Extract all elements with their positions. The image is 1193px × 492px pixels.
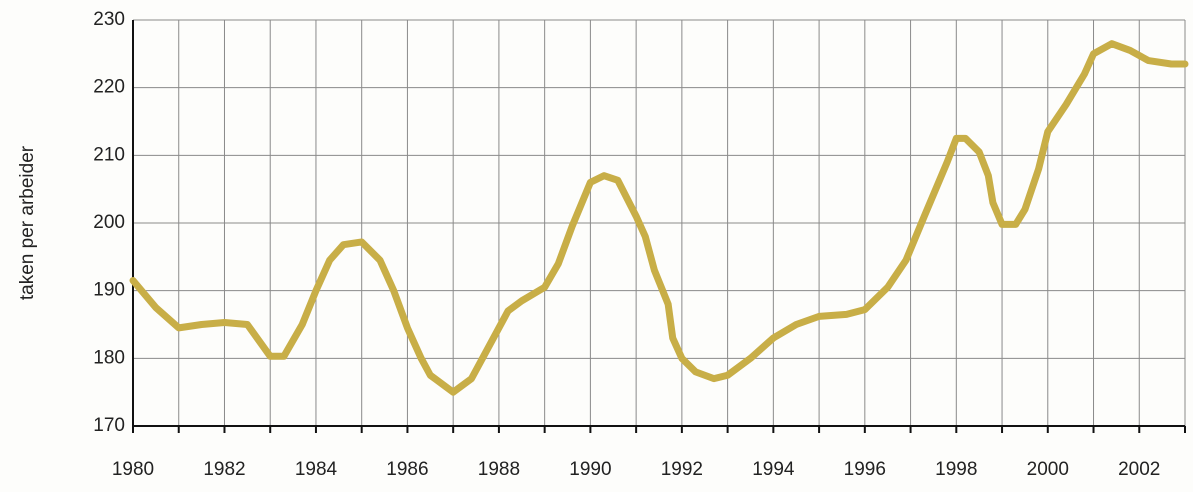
y-tick-label: 230 [93,9,125,30]
x-tick-label: 2000 [1027,459,1069,480]
y-tick-label: 170 [93,415,125,436]
y-tick-label: 190 [93,280,125,301]
x-tick-label: 1980 [112,459,154,480]
x-tick-label: 1988 [478,459,520,480]
x-tick-label: 1982 [203,459,245,480]
data-line [129,40,1189,396]
y-tick-label: 200 [93,212,125,233]
y-axis-label: taken per arbeider [17,145,38,300]
x-tick-label: 1984 [295,459,338,480]
y-tick-label: 180 [93,347,125,368]
x-tick-label: 2002 [1118,459,1160,480]
x-tick-label: 1998 [935,459,977,480]
x-tick-label: 1990 [569,459,611,480]
x-tick-label: 1986 [386,459,428,480]
x-tick-label: 1996 [844,459,886,480]
x-tick-label: 1992 [661,459,703,480]
y-tick-label: 210 [93,144,125,165]
y-tick-label: 220 [93,77,125,98]
x-tick-label: 1994 [752,459,795,480]
